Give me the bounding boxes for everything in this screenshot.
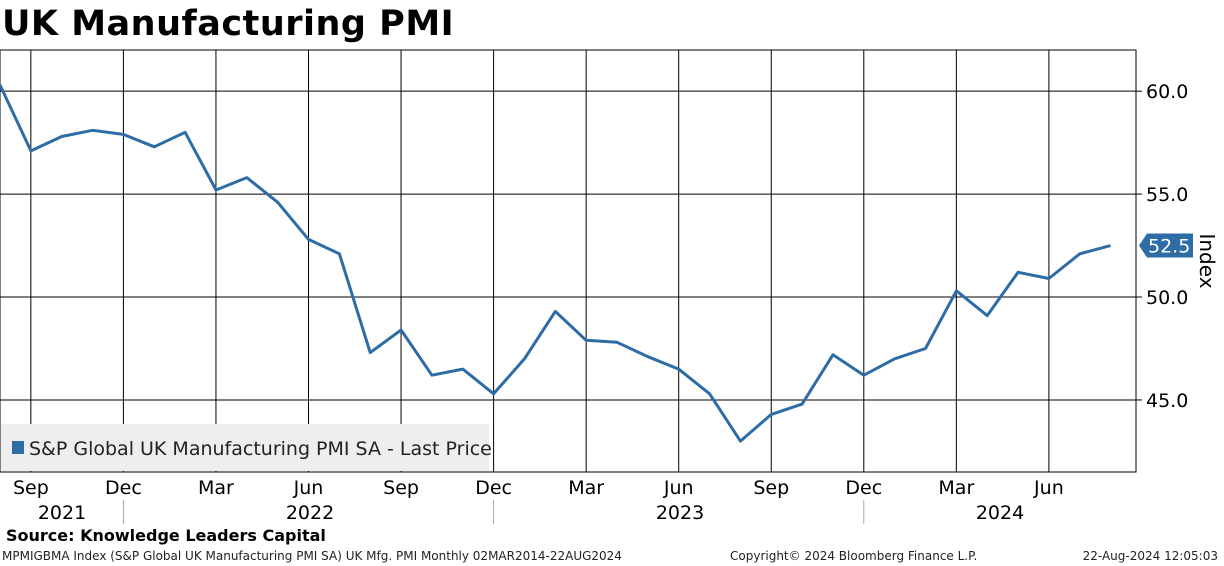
- data-point: [430, 374, 433, 377]
- last-value-label: 52.5: [1148, 236, 1190, 258]
- x-tick-label: Dec: [105, 477, 142, 499]
- data-point: [122, 133, 125, 136]
- data-point: [554, 310, 557, 313]
- x-axis-ticks: Sep Dec Mar Jun Sep Dec Mar Jun Sep Dec Mar Jun: [13, 477, 1064, 499]
- last-value-tag: 52.5: [1139, 233, 1193, 258]
- x-tick-label: Sep: [753, 477, 789, 499]
- data-point: [1017, 271, 1020, 274]
- data-point: [1109, 244, 1112, 247]
- data-point: [307, 238, 310, 241]
- chart-title: UK Manufacturing PMI: [2, 4, 455, 44]
- data-point: [492, 392, 495, 395]
- data-point: [770, 413, 773, 416]
- data-point: [986, 314, 989, 317]
- x-tick-label: Mar: [568, 477, 604, 499]
- x-tick-label: Jun: [663, 477, 694, 499]
- data-point: [893, 357, 896, 360]
- x-tick-label: Mar: [198, 477, 234, 499]
- x-tick-label: Sep: [13, 477, 49, 499]
- data-point: [646, 355, 649, 358]
- data-point: [801, 403, 804, 406]
- x-tick-label: Jun: [1033, 477, 1064, 499]
- data-point: [585, 339, 588, 342]
- plot-border: [0, 49, 1137, 473]
- footer-copyright: Copyright© 2024 Bloomberg Finance L.P.: [730, 549, 978, 563]
- data-point: [708, 392, 711, 395]
- data-point: [616, 341, 619, 344]
- data-point: [245, 176, 248, 179]
- legend-swatch: [12, 441, 24, 454]
- legend-background: [1, 424, 489, 471]
- x-tick-label: Sep: [383, 477, 419, 499]
- data-point: [400, 328, 403, 331]
- year-label: 2024: [976, 502, 1024, 524]
- data-point: [523, 357, 526, 360]
- data-point: [924, 347, 927, 350]
- data-point: [739, 440, 742, 443]
- source-note: Source: Knowledge Leaders Capital: [6, 526, 326, 545]
- data-point: [91, 129, 94, 132]
- series-line: [0, 84, 1111, 443]
- year-label: 2023: [656, 502, 704, 524]
- footer-ticker-info: MPMIGBMA Index (S&P Global UK Manufactur…: [2, 549, 622, 563]
- y-tick-label: 60.0: [1146, 81, 1188, 103]
- data-points: [0, 83, 1112, 442]
- data-point: [184, 131, 187, 134]
- data-point: [461, 368, 464, 371]
- y-tick-label: 45.0: [1146, 390, 1188, 412]
- y-axis-ticks: 45.0 50.0 55.0 60.0: [1136, 81, 1188, 412]
- y-axis-title: Index: [1195, 233, 1219, 288]
- x-axis-years: 2021 2022 2023 2024: [38, 500, 1024, 524]
- data-point: [29, 149, 32, 152]
- data-point: [153, 145, 156, 148]
- data-point: [831, 353, 834, 356]
- data-point: [1047, 277, 1050, 280]
- data-point: [60, 135, 63, 138]
- legend-label: S&P Global UK Manufacturing PMI SA - Las…: [29, 438, 492, 460]
- year-label: 2021: [38, 502, 86, 524]
- data-point: [214, 188, 217, 191]
- x-tick-label: Jun: [293, 477, 324, 499]
- x-tick-label: Mar: [938, 477, 974, 499]
- x-tick-label: Dec: [845, 477, 882, 499]
- footer-timestamp: 22-Aug-2024 12:05:03: [1082, 549, 1218, 563]
- y-tick-label: 50.0: [1146, 287, 1188, 309]
- data-point: [276, 201, 279, 204]
- grid-lines: [0, 50, 1136, 472]
- y-tick-label: 55.0: [1146, 184, 1188, 206]
- year-label: 2022: [286, 502, 334, 524]
- data-point: [862, 374, 865, 377]
- data-point: [1078, 252, 1081, 255]
- data-point: [677, 368, 680, 371]
- x-tick-label: Dec: [475, 477, 512, 499]
- data-point: [338, 252, 341, 255]
- legend: S&P Global UK Manufacturing PMI SA - Las…: [1, 424, 492, 471]
- data-point: [369, 351, 372, 354]
- last-value-tag-shape: [1139, 233, 1193, 258]
- data-point: [955, 289, 958, 292]
